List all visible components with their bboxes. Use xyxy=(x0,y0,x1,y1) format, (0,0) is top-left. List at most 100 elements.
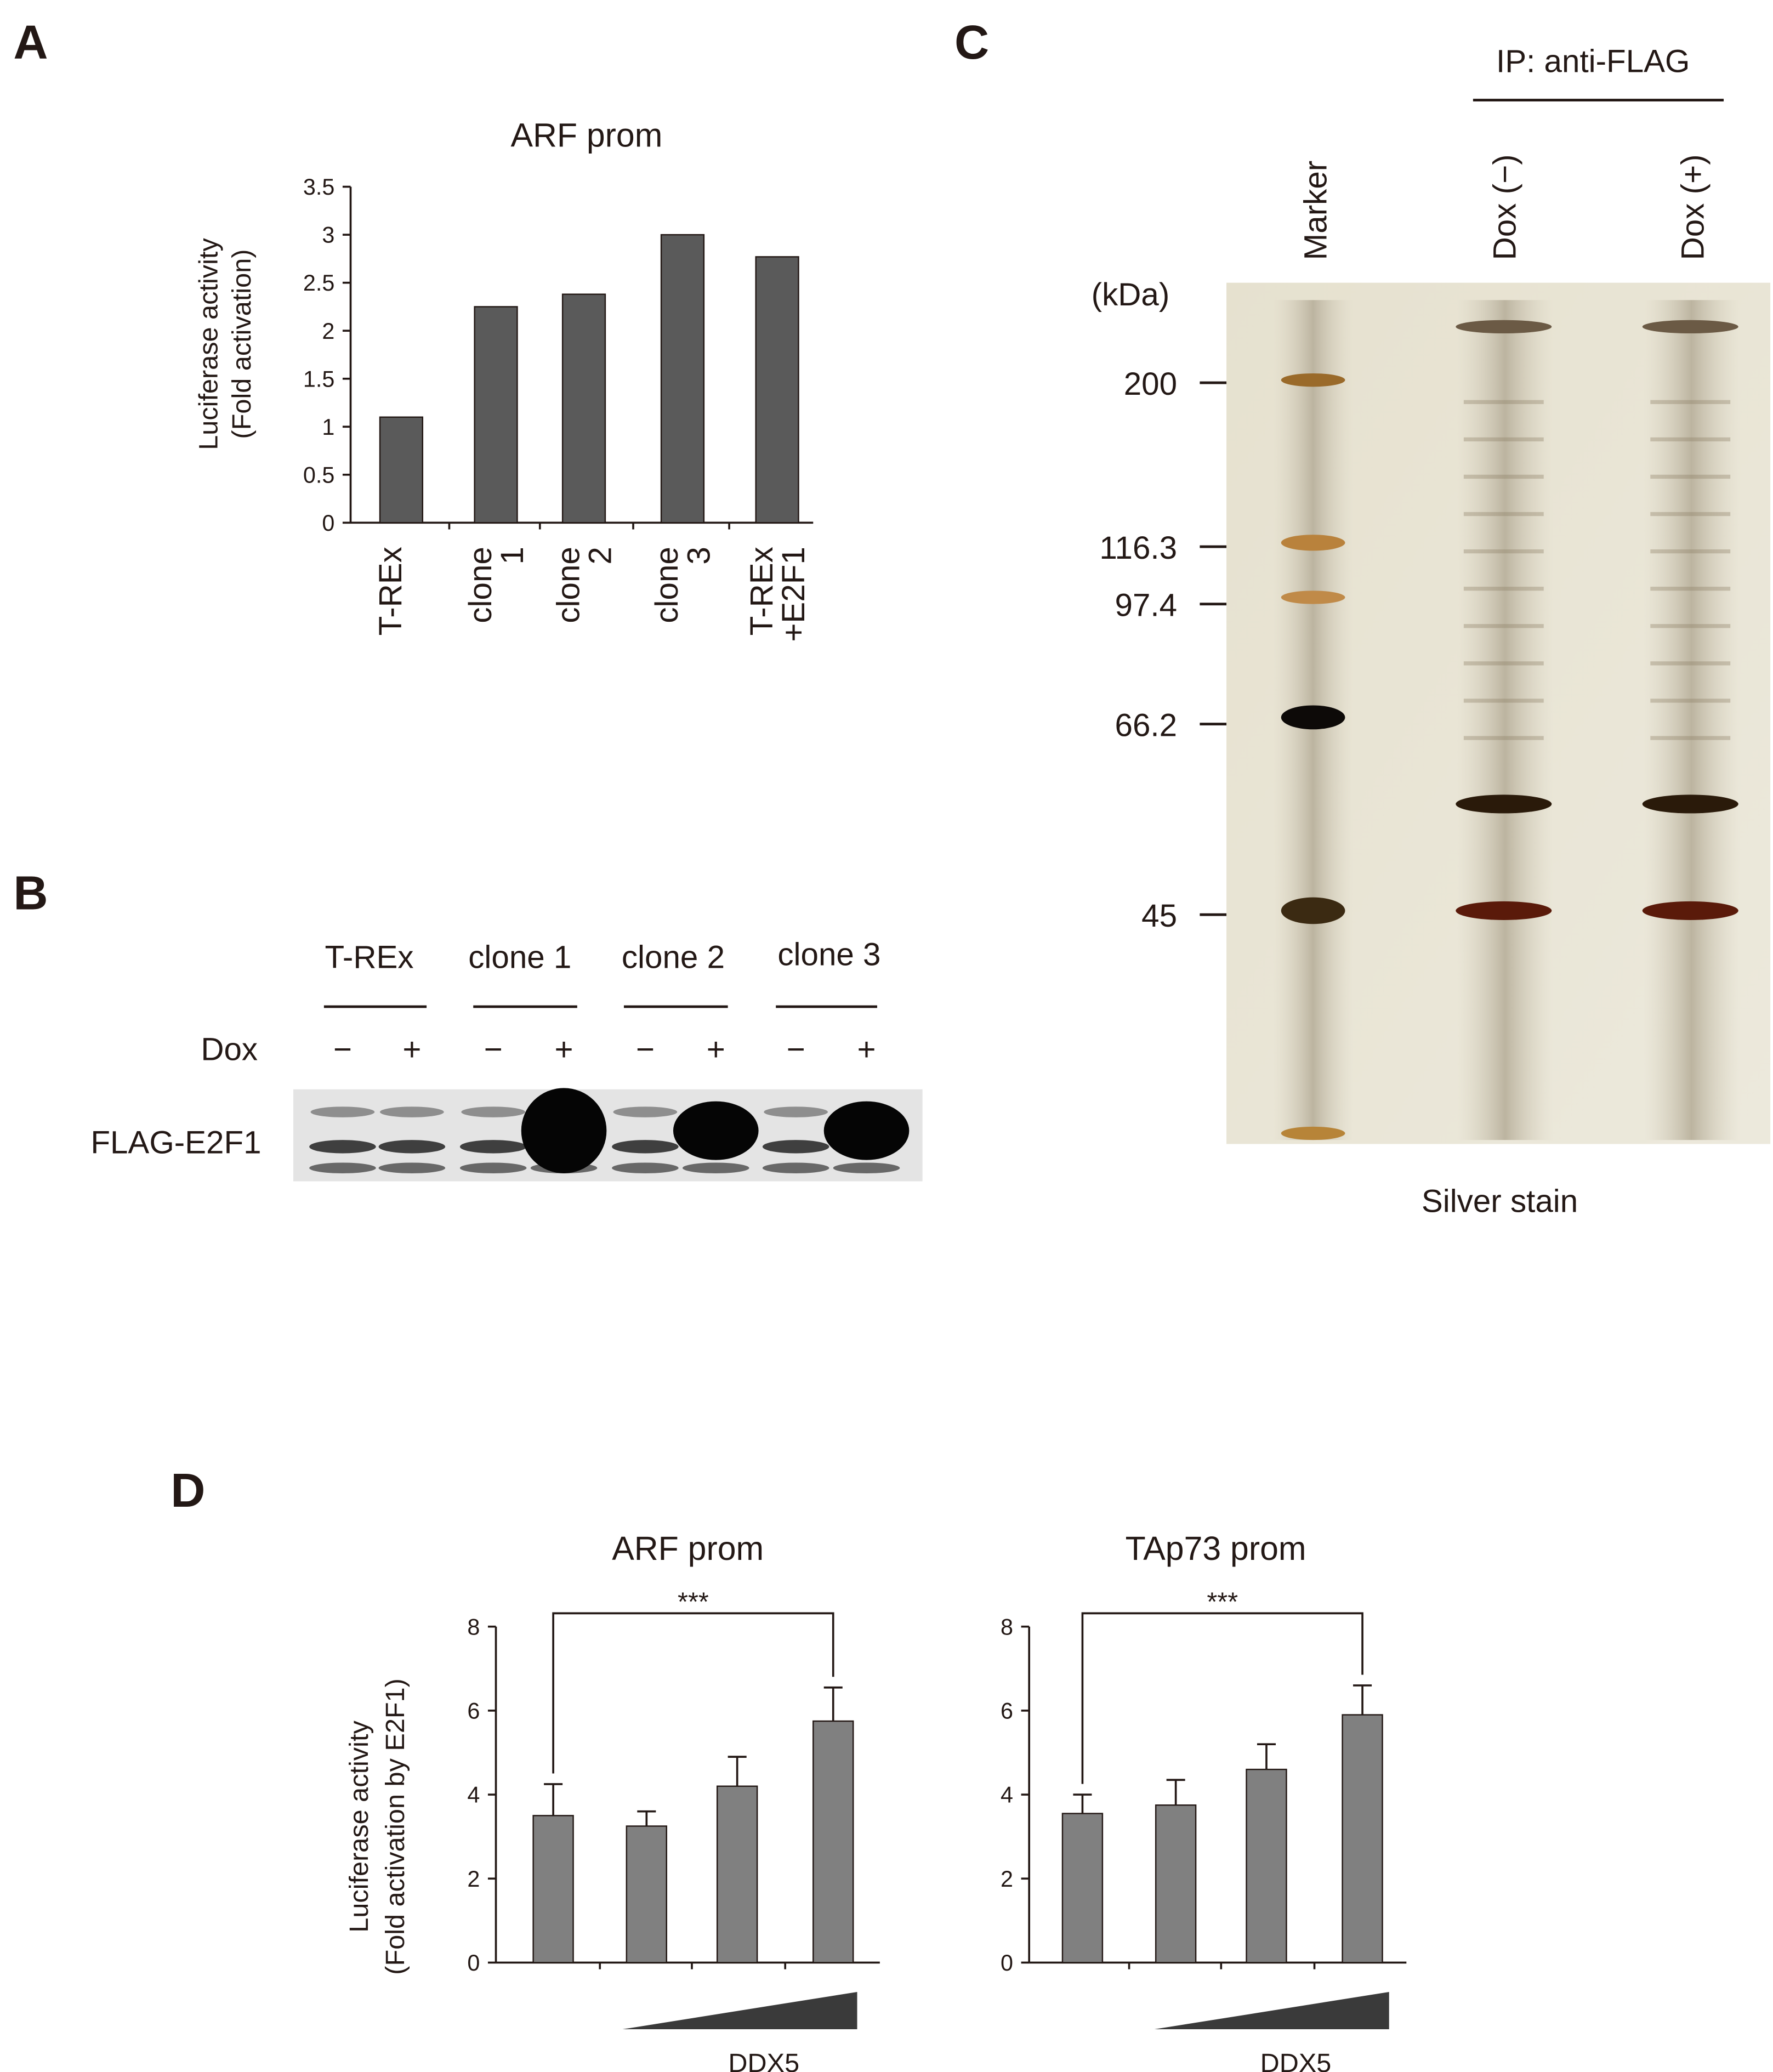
blot-band xyxy=(309,1140,376,1154)
marker-label: 200 xyxy=(1124,366,1177,402)
dox-sign: + xyxy=(555,1031,573,1067)
lane-label: Dox (+) xyxy=(1675,154,1711,260)
marker-label: 116.3 xyxy=(1099,530,1177,566)
gel: IP: anti-FLAG Marker Dox (−) Dox (+) (kD… xyxy=(1092,43,1771,1219)
error-bar xyxy=(823,1686,843,1722)
gel-smear xyxy=(1463,437,1544,442)
blot: T-REx clone 1 clone 2 clone 3 Dox FLAG-E… xyxy=(90,937,923,1182)
bar xyxy=(379,416,424,524)
bar xyxy=(812,1720,854,1963)
blot-band xyxy=(762,1162,829,1173)
blot-band xyxy=(310,1106,375,1117)
y-tick-label: 2 xyxy=(1001,1866,1013,1892)
bar xyxy=(755,256,799,524)
significance-label: *** xyxy=(1207,1587,1238,1617)
gel-band xyxy=(1456,901,1552,920)
blot-band xyxy=(833,1162,900,1173)
marker-label: 97.4 xyxy=(1115,588,1178,623)
blot-band xyxy=(762,1140,829,1154)
y-tick-label: 1 xyxy=(322,415,334,440)
y-tick-label: 2 xyxy=(322,319,334,344)
error-bar xyxy=(1353,1684,1372,1715)
gel-smear xyxy=(1650,400,1731,404)
y-axis-label: Luciferase activity xyxy=(194,238,223,450)
blot-lanes xyxy=(309,1088,910,1173)
significance-bracket xyxy=(552,1612,834,1774)
y-tick-label: 8 xyxy=(1001,1614,1013,1639)
gel-band xyxy=(1642,794,1738,814)
band-label: FLAG-E2F1 xyxy=(90,1125,261,1160)
blot-band xyxy=(378,1140,446,1154)
unit-label: (kDa) xyxy=(1092,277,1170,313)
error-bar xyxy=(1166,1779,1185,1806)
blot-band xyxy=(459,1140,527,1154)
dox-sign: − xyxy=(636,1031,655,1067)
x-axis-label: DDX5 xyxy=(1260,2048,1332,2072)
gel-band xyxy=(1456,794,1552,814)
gel-smear xyxy=(1463,549,1544,554)
gel-smear xyxy=(1650,736,1731,740)
gel-band xyxy=(1642,320,1738,334)
y-tick-label: 0 xyxy=(322,510,334,536)
bar xyxy=(1155,1804,1197,1963)
gel-bands xyxy=(1281,320,1738,1140)
y-tick-label: 6 xyxy=(467,1698,480,1723)
gel-smear xyxy=(1463,661,1544,666)
bar xyxy=(1246,1768,1287,1963)
gel-lane xyxy=(1457,300,1553,1140)
error-bar xyxy=(1257,1743,1276,1770)
gel-smear xyxy=(1463,400,1544,404)
y-tick-label: 6 xyxy=(1001,1698,1013,1723)
blot-band xyxy=(612,1162,679,1173)
group-label: T-REx xyxy=(325,939,414,975)
group-label: clone 3 xyxy=(777,937,880,973)
y-tick-label: 1.5 xyxy=(303,366,334,391)
gel-smear xyxy=(1463,624,1544,628)
panel-label: A xyxy=(13,15,48,69)
bar xyxy=(561,293,606,524)
gel-smear xyxy=(1650,549,1731,554)
panel-label: D xyxy=(171,1463,205,1517)
gel-smear xyxy=(1650,699,1731,703)
gel-lane xyxy=(1644,300,1740,1140)
gel-band xyxy=(1456,320,1552,334)
row-label: Dox xyxy=(201,1031,258,1067)
gel-band xyxy=(1642,901,1738,920)
chart-title: TAp73 prom xyxy=(1126,1530,1306,1567)
gel-smear xyxy=(1463,512,1544,516)
y-tick-label: 4 xyxy=(1001,1783,1013,1808)
group-label: clone 2 xyxy=(622,939,725,975)
blot-band xyxy=(309,1162,376,1173)
lane-label: Marker xyxy=(1298,161,1333,260)
blot-band xyxy=(378,1162,446,1173)
x-tick-label: T-REx+E2F1 xyxy=(744,547,811,642)
blot-band xyxy=(613,1106,678,1117)
ddx5-ramp xyxy=(622,1991,857,2030)
marker-label: 66.2 xyxy=(1115,707,1178,743)
bar xyxy=(1061,1813,1104,1963)
blot-band xyxy=(823,1101,910,1160)
y-axis-label: (Fold activation) xyxy=(227,249,257,439)
y-tick-label: 3.5 xyxy=(303,174,334,200)
x-tick-label: clone1 xyxy=(463,547,530,623)
dox-sign: − xyxy=(333,1031,352,1067)
x-tick-label: clone2 xyxy=(550,547,618,623)
significance-label: *** xyxy=(678,1587,709,1617)
blot-band xyxy=(459,1162,527,1173)
dox-sign: + xyxy=(402,1031,421,1067)
marker-label: 45 xyxy=(1141,898,1177,934)
gel-band xyxy=(1281,591,1345,604)
error-bar xyxy=(1073,1793,1092,1814)
gel-smear xyxy=(1650,474,1731,479)
blot-band xyxy=(682,1162,749,1173)
significance-bracket xyxy=(1081,1612,1363,1784)
blot-band xyxy=(612,1140,679,1154)
gel-band xyxy=(1281,373,1345,387)
dox-sign: − xyxy=(484,1031,503,1067)
gel-smear xyxy=(1650,624,1731,628)
y-tick-label: 3 xyxy=(322,223,334,248)
x-axis-label: DDX5 xyxy=(728,2048,799,2072)
gel-smear xyxy=(1650,587,1731,591)
gel-smear xyxy=(1650,661,1731,666)
bar xyxy=(626,1825,668,1963)
